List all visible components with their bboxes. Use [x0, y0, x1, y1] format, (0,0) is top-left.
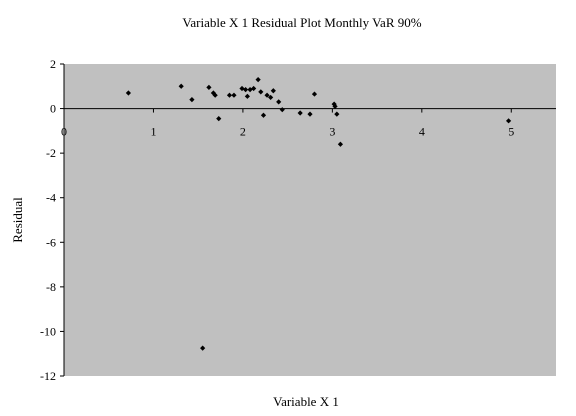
- data-point: [332, 103, 338, 109]
- data-point: [226, 92, 233, 98]
- data-point: [178, 83, 184, 89]
- x-tick-label: 3: [329, 125, 335, 139]
- data-point: [251, 85, 257, 92]
- y-tick-label: -4: [46, 191, 56, 205]
- data-point: [311, 91, 318, 97]
- data-point: [505, 118, 512, 124]
- y-tick-label: 2: [50, 57, 56, 71]
- y-tick-label: -8: [46, 280, 56, 294]
- data-point: [260, 112, 267, 118]
- x-tick-label: 1: [150, 125, 156, 139]
- data-point: [212, 92, 218, 98]
- data-point: [206, 84, 212, 90]
- y-tick-label: -12: [40, 369, 56, 383]
- y-tick-label: 0: [50, 102, 56, 116]
- data-point: [268, 94, 274, 101]
- data-point: [258, 89, 264, 95]
- data-point: [264, 92, 270, 98]
- x-axis-label: Variable X 1: [273, 394, 339, 409]
- y-axis-ticks: 2 0 -2 -4 -6 -8 -10 -12: [40, 57, 64, 383]
- data-point: [337, 141, 344, 147]
- data-point: [276, 99, 282, 105]
- y-tick-label: -2: [46, 146, 56, 160]
- data-point: [334, 111, 340, 117]
- y-tick-label: -10: [40, 324, 56, 338]
- x-tick-label: 2: [240, 125, 246, 139]
- x-tick-label: 5: [508, 125, 514, 139]
- data-point: [242, 87, 249, 93]
- plot-area: [64, 64, 556, 376]
- x-tick-label: 4: [419, 125, 425, 139]
- y-axis-label: Residual: [10, 197, 25, 243]
- data-point: [255, 77, 261, 83]
- y-tick-label: -6: [46, 235, 56, 249]
- data-point: [270, 88, 276, 94]
- data-point: [279, 107, 285, 113]
- data-point: [125, 90, 132, 96]
- data-points: [125, 77, 512, 351]
- data-point: [189, 97, 195, 103]
- chart-title: Variable X 1 Residual Plot Monthly VaR 9…: [182, 15, 421, 30]
- data-point: [231, 92, 237, 98]
- data-point: [216, 116, 222, 122]
- data-point: [200, 345, 206, 351]
- data-point: [307, 111, 313, 117]
- x-tick-label: 0: [61, 125, 67, 139]
- data-point: [244, 93, 250, 99]
- x-axis-ticks: 0 1 2 3 4 5: [61, 108, 514, 139]
- data-point: [297, 110, 303, 116]
